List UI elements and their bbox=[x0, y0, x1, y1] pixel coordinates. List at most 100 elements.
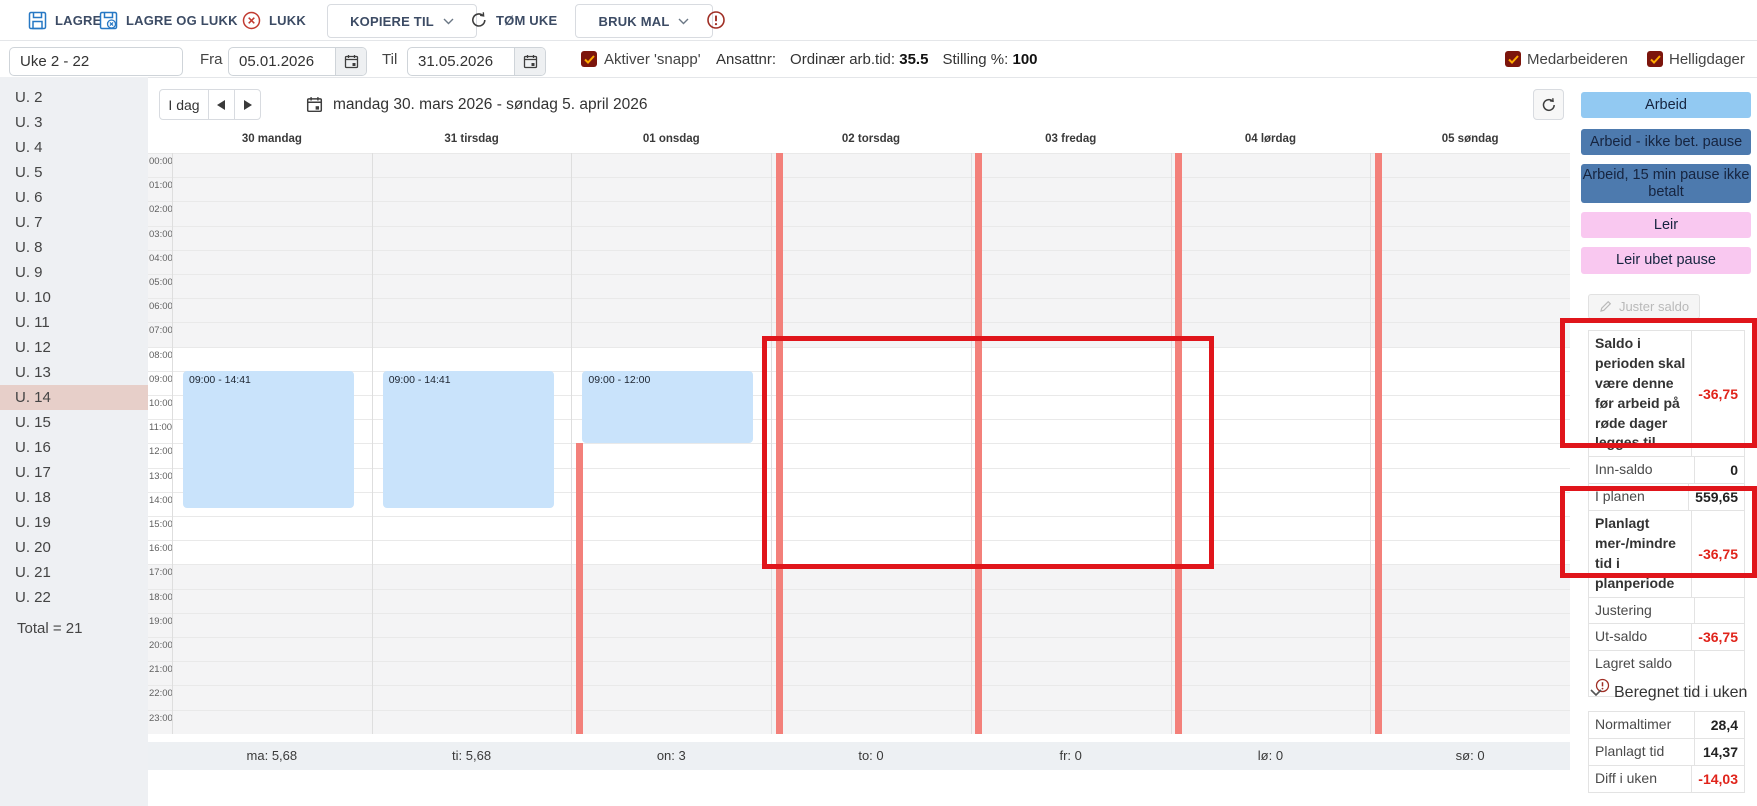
pencil-icon bbox=[1600, 300, 1612, 312]
hour-label: 07:00 bbox=[149, 325, 173, 337]
to-date-input[interactable]: 31.05.2026 bbox=[407, 47, 546, 76]
day-header: 02 torsdag bbox=[841, 133, 901, 145]
computed-time-header[interactable]: Beregnet tid i uken bbox=[1590, 684, 1747, 702]
next-week-button[interactable] bbox=[234, 89, 261, 120]
row-label: Planlagt mer-/mindre tid i planperiode bbox=[1589, 511, 1693, 597]
sidebar-item-week[interactable]: U. 20 bbox=[15, 539, 51, 556]
table-row: Ut-saldo -36,75 bbox=[1589, 624, 1744, 652]
sidebar-item-week[interactable]: U. 19 bbox=[15, 514, 51, 531]
day-total-label: fr: 0 bbox=[1059, 748, 1082, 763]
hour-label: 22:00 bbox=[149, 688, 173, 700]
hour-gridline bbox=[148, 685, 1570, 687]
sidebar-item-week[interactable]: U. 3 bbox=[15, 114, 43, 131]
sidebar-item-week[interactable]: U. 22 bbox=[15, 589, 51, 606]
sidebar-item-week[interactable]: U. 17 bbox=[15, 464, 51, 481]
sidebar-item-week[interactable]: U. 12 bbox=[15, 339, 51, 356]
shift-event[interactable]: 09:00 - 14:41 bbox=[382, 370, 554, 509]
copy-to-dropdown[interactable]: KOPIERE TIL bbox=[327, 4, 477, 38]
hour-label: 10:00 bbox=[149, 398, 173, 409]
reload-button[interactable] bbox=[1533, 89, 1564, 120]
sidebar-item-week[interactable]: U. 15 bbox=[15, 414, 51, 431]
adjust-balance-button[interactable]: Juster saldo bbox=[1588, 294, 1700, 319]
sidebar-item-week[interactable]: U. 16 bbox=[15, 439, 51, 456]
close-button[interactable]: LUKK bbox=[242, 0, 306, 40]
column-gridline bbox=[970, 153, 972, 734]
row-value: -14,03 bbox=[1698, 770, 1738, 787]
sidebar-item-week[interactable]: U. 14 bbox=[0, 385, 148, 410]
today-button[interactable]: I dag bbox=[159, 89, 209, 120]
calendar-icon bbox=[306, 96, 323, 113]
calendar-icon[interactable] bbox=[514, 48, 545, 75]
position-pct-label: Stilling %: bbox=[942, 50, 1009, 68]
sidebar-item-week[interactable]: U. 9 bbox=[15, 264, 43, 281]
sidebar-item-week[interactable]: U. 13 bbox=[15, 364, 51, 381]
table-row: Diff i uken -14,03 bbox=[1589, 765, 1744, 793]
triangle-left-icon bbox=[217, 99, 225, 110]
close-circle-icon bbox=[242, 11, 261, 30]
save-button[interactable]: LAGRE bbox=[28, 0, 102, 40]
holiday-stripe bbox=[1374, 153, 1382, 734]
shift-type-button[interactable]: Arbeid - ikke bet. pause bbox=[1581, 129, 1751, 155]
hour-label: 23:00 bbox=[149, 712, 173, 724]
hour-label: 18:00 bbox=[149, 591, 173, 603]
table-row: Saldo i perioden skal være denne før arb… bbox=[1589, 331, 1744, 458]
holiday-stripe bbox=[1175, 153, 1183, 734]
refresh-icon bbox=[1542, 97, 1555, 111]
shift-type-button[interactable]: Arbeid, 15 min pause ikke betalt bbox=[1581, 164, 1751, 203]
snap-checkbox[interactable] bbox=[581, 51, 597, 67]
shift-event[interactable]: 09:00 - 12:00 bbox=[582, 370, 754, 444]
column-gridline bbox=[172, 153, 173, 734]
sidebar-item-week[interactable]: U. 11 bbox=[15, 314, 50, 331]
clear-week-button[interactable]: TØM UKE bbox=[470, 0, 557, 40]
alert-icon[interactable] bbox=[706, 0, 726, 40]
from-date-input[interactable]: 05.01.2026 bbox=[228, 47, 367, 76]
save-and-close-button[interactable]: LAGRE OG LUKK bbox=[99, 0, 238, 40]
column-gridline bbox=[371, 153, 373, 734]
day-header: 03 fredag bbox=[1045, 133, 1097, 145]
hour-gridline bbox=[148, 225, 1570, 227]
shift-type-button[interactable]: Leir bbox=[1581, 212, 1751, 238]
shift-type-button[interactable]: Arbeid bbox=[1581, 92, 1751, 118]
hour-label: 12:00 bbox=[149, 446, 173, 458]
row-label: Lagret saldo bbox=[1589, 651, 1695, 697]
position-pct-value: 100 bbox=[1012, 50, 1038, 68]
sidebar-item-week[interactable]: U. 7 bbox=[15, 214, 43, 231]
week-sidebar: U. 2 U. 3 U. 4 U. 5 U. 6 U. 7 U. 8 U. 9 U. 10 U. … bbox=[0, 77, 148, 806]
holiday-stripe bbox=[575, 443, 583, 734]
sidebar-item-week[interactable]: U. 2 bbox=[15, 89, 43, 106]
triangle-right-icon bbox=[244, 99, 252, 110]
week-list: U. 2 U. 3 U. 4 U. 5 U. 6 U. 7 U. 8 U. 9 U. 10 U. … bbox=[0, 77, 148, 610]
column-gridline bbox=[1170, 153, 1172, 734]
hour-label: 09:00 bbox=[149, 373, 173, 385]
holidays-checkbox[interactable] bbox=[1647, 51, 1663, 67]
hour-gridline bbox=[148, 443, 1570, 445]
employee-checkbox[interactable] bbox=[1505, 51, 1521, 67]
use-template-dropdown[interactable]: BRUK MAL bbox=[575, 4, 713, 38]
save-close-icon bbox=[99, 11, 118, 30]
employee-checkbox-label: Medarbeideren bbox=[1527, 50, 1628, 68]
sidebar-item-week[interactable]: U. 18 bbox=[15, 489, 51, 506]
row-label: Ut-saldo bbox=[1589, 624, 1693, 651]
sidebar-item-week[interactable]: U. 6 bbox=[15, 189, 43, 206]
week-range-input[interactable]: Uke 2 - 22 bbox=[9, 47, 183, 76]
shift-event[interactable]: 09:00 - 14:41 bbox=[183, 370, 354, 509]
calendar-icon[interactable] bbox=[335, 48, 366, 75]
day-header: 04 lørdag bbox=[1244, 133, 1296, 145]
sidebar-item-week[interactable]: U. 5 bbox=[15, 164, 43, 181]
hour-gridline bbox=[148, 540, 1570, 542]
saved-balance-alert-icon[interactable] bbox=[1595, 678, 1610, 693]
sidebar-item-week[interactable]: U. 4 bbox=[15, 139, 43, 156]
row-label: Planlagt tid bbox=[1589, 738, 1695, 765]
holidays-checkbox-label: Helligdager bbox=[1669, 50, 1745, 68]
row-value: -36,75 bbox=[1698, 385, 1738, 402]
sidebar-item-week[interactable]: U. 10 bbox=[15, 289, 51, 306]
hour-gridline bbox=[148, 709, 1570, 711]
shift-type-button[interactable]: Leir ubet pause bbox=[1581, 247, 1751, 274]
schedule-grid[interactable]: 00:00 01:00 02:00 03:00 04:00 05:00 06:00 07:00… bbox=[148, 153, 1570, 734]
hour-gridline bbox=[148, 201, 1570, 203]
chevron-down-icon bbox=[443, 18, 454, 25]
sidebar-item-week[interactable]: U. 8 bbox=[15, 239, 43, 256]
sidebar-item-week[interactable]: U. 21 bbox=[15, 564, 51, 581]
prev-week-button[interactable] bbox=[208, 89, 235, 120]
row-label: Inn-saldo bbox=[1589, 457, 1695, 484]
